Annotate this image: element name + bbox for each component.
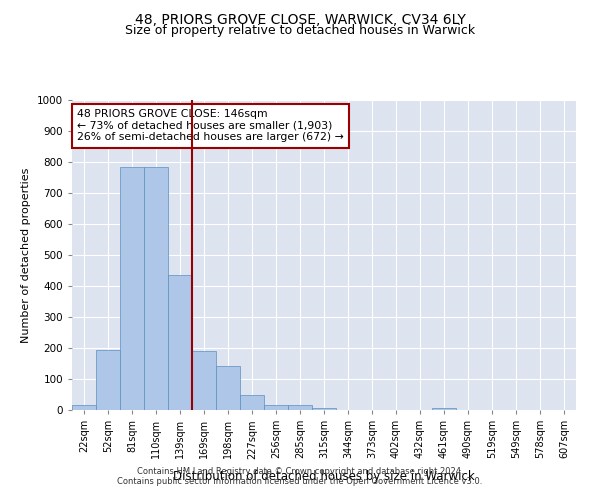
Text: Contains public sector information licensed under the Open Government Licence v3: Contains public sector information licen…: [118, 477, 482, 486]
Bar: [192, 351, 216, 410]
X-axis label: Distribution of detached houses by size in Warwick: Distribution of detached houses by size …: [173, 470, 475, 482]
Bar: [168, 274, 192, 410]
Bar: [72, 406, 96, 410]
Text: 48 PRIORS GROVE CLOSE: 146sqm
← 73% of detached houses are smaller (1,903)
26% o: 48 PRIORS GROVE CLOSE: 146sqm ← 73% of d…: [77, 110, 344, 142]
Bar: [144, 166, 168, 410]
Text: Size of property relative to detached houses in Warwick: Size of property relative to detached ho…: [125, 24, 475, 37]
Bar: [96, 350, 120, 410]
Bar: [312, 408, 336, 410]
Y-axis label: Number of detached properties: Number of detached properties: [21, 168, 31, 342]
Bar: [264, 406, 288, 410]
Text: Contains HM Land Registry data © Crown copyright and database right 2024.: Contains HM Land Registry data © Crown c…: [137, 467, 463, 476]
Text: 48, PRIORS GROVE CLOSE, WARWICK, CV34 6LY: 48, PRIORS GROVE CLOSE, WARWICK, CV34 6L…: [134, 12, 466, 26]
Bar: [240, 394, 264, 410]
Bar: [432, 408, 456, 410]
Bar: [216, 366, 240, 410]
Bar: [288, 406, 312, 410]
Bar: [120, 166, 144, 410]
